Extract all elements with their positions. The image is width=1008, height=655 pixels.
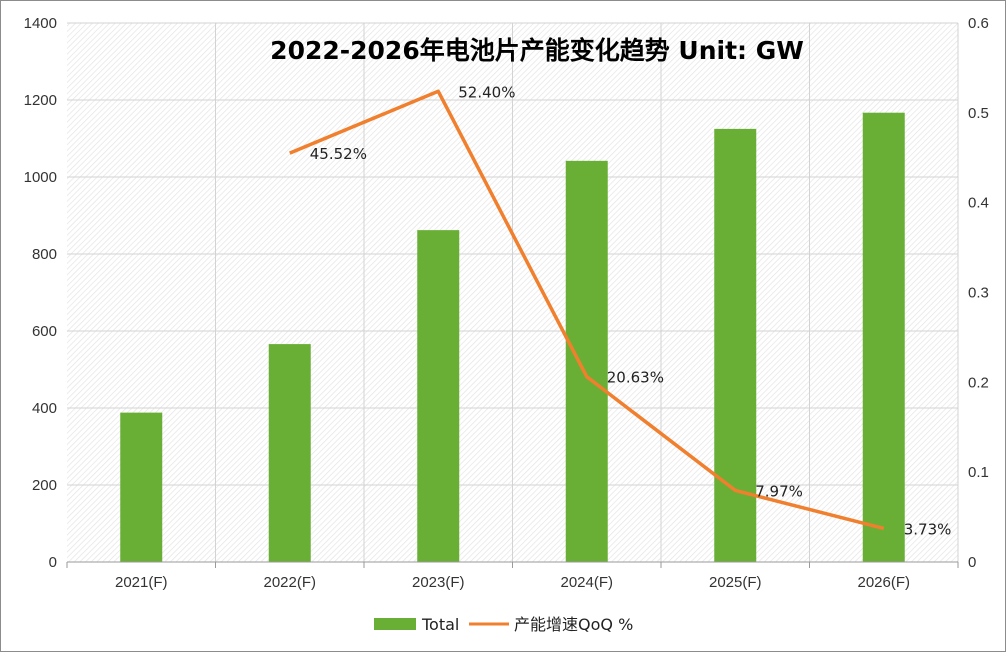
right-y-tick-label: 0.5 (968, 105, 989, 122)
data-label: 3.73% (904, 520, 952, 538)
right-y-tick-label: 0.6 (968, 15, 989, 32)
data-label: 20.63% (607, 369, 664, 387)
data-label: 7.97% (755, 482, 803, 500)
bar-total (714, 128, 757, 562)
legend: Total 产能增速QoQ % (374, 615, 633, 634)
x-tick-label: 2024(F) (560, 574, 613, 591)
bar-total (862, 112, 905, 562)
x-tick-label: 2023(F) (412, 574, 465, 591)
left-y-tick-label: 800 (32, 246, 57, 263)
legend-label: Total (421, 615, 459, 634)
bar-series (120, 112, 905, 562)
right-y-tick-label: 0.3 (968, 285, 989, 302)
bar-total (120, 412, 163, 562)
bar-total (565, 160, 608, 562)
legend-label: 产能增速QoQ % (514, 615, 633, 634)
right-y-tick-label: 0.1 (968, 464, 989, 481)
left-y-tick-label: 1200 (24, 92, 57, 109)
x-tick-label: 2021(F) (115, 574, 168, 591)
legend-swatch-bar (374, 618, 416, 630)
left-y-tick-label: 0 (49, 554, 57, 571)
right-y-tick-label: 0.4 (968, 195, 989, 212)
right-y-tick-label: 0.2 (968, 374, 989, 391)
left-y-tick-label: 600 (32, 323, 57, 340)
x-tick-label: 2026(F) (857, 574, 910, 591)
chart-title: 2022-2026年电池片产能变化趋势 Unit: GW (270, 36, 804, 65)
gridlines (67, 22, 959, 562)
data-label: 52.40% (458, 83, 515, 101)
x-tick-label: 2022(F) (263, 574, 316, 591)
left-y-tick-label: 1000 (24, 169, 57, 186)
line-series: 45.52% 52.40% 20.63% 7.97% 3.73% (289, 83, 952, 538)
bar-total (268, 344, 311, 562)
left-y-tick-label: 1400 (24, 15, 57, 32)
line-growth (289, 89, 885, 531)
left-y-tick-label: 400 (32, 400, 57, 417)
left-y-tick-label: 200 (32, 477, 57, 494)
right-y-tick-label: 0 (968, 554, 976, 571)
x-tick-label: 2025(F) (709, 574, 762, 591)
bar-total (417, 230, 460, 562)
data-label: 45.52% (310, 145, 367, 163)
axes: 2021(F) 2022(F) 2023(F) 2024(F) 2025(F) 2026(… (24, 15, 989, 591)
